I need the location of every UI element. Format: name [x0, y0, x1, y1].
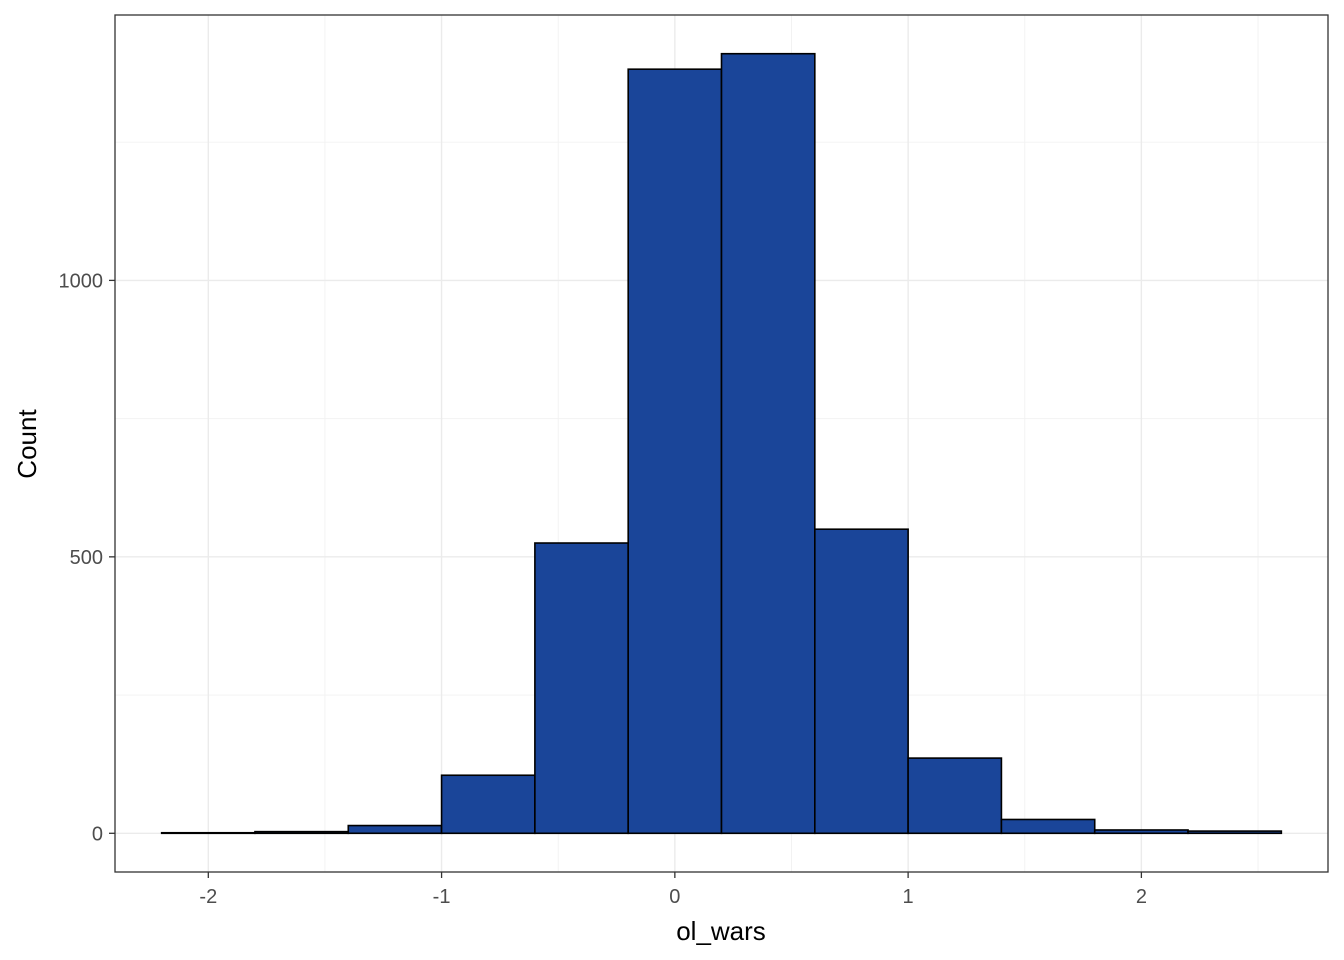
histogram-bar: [1187, 830, 1283, 835]
panel-border: [114, 14, 1329, 873]
histogram-bar: [720, 52, 816, 835]
x-tick-label: 2: [1136, 886, 1147, 908]
x-axis-title: ol_wars: [676, 916, 766, 946]
histogram-bar: [814, 528, 909, 835]
x-tick-label: 0: [669, 886, 680, 908]
histogram-bar: [1093, 829, 1189, 835]
histogram-bar: [160, 831, 256, 835]
histogram-bars: [160, 52, 1283, 835]
histogram-bar: [254, 830, 350, 835]
x-tick-label: -2: [199, 886, 217, 908]
axis-ticks: [109, 279, 1143, 878]
histogram-bar: [440, 774, 536, 835]
y-tick-label: 0: [92, 823, 103, 845]
histogram-bar: [627, 68, 723, 835]
histogram-bar: [1000, 818, 1096, 835]
histogram-bar: [534, 542, 629, 835]
y-tick-label: 500: [70, 547, 103, 569]
y-axis-title: Count: [12, 409, 42, 479]
x-tick-label: -1: [433, 886, 451, 908]
y-tick-label: 1000: [59, 270, 104, 292]
histogram-bar: [907, 757, 1003, 835]
axis-tick-labels: -2 -1 0 1 2 0 500 1000: [59, 270, 1147, 908]
histogram-bar: [347, 824, 443, 835]
x-tick-label: 1: [903, 886, 914, 908]
